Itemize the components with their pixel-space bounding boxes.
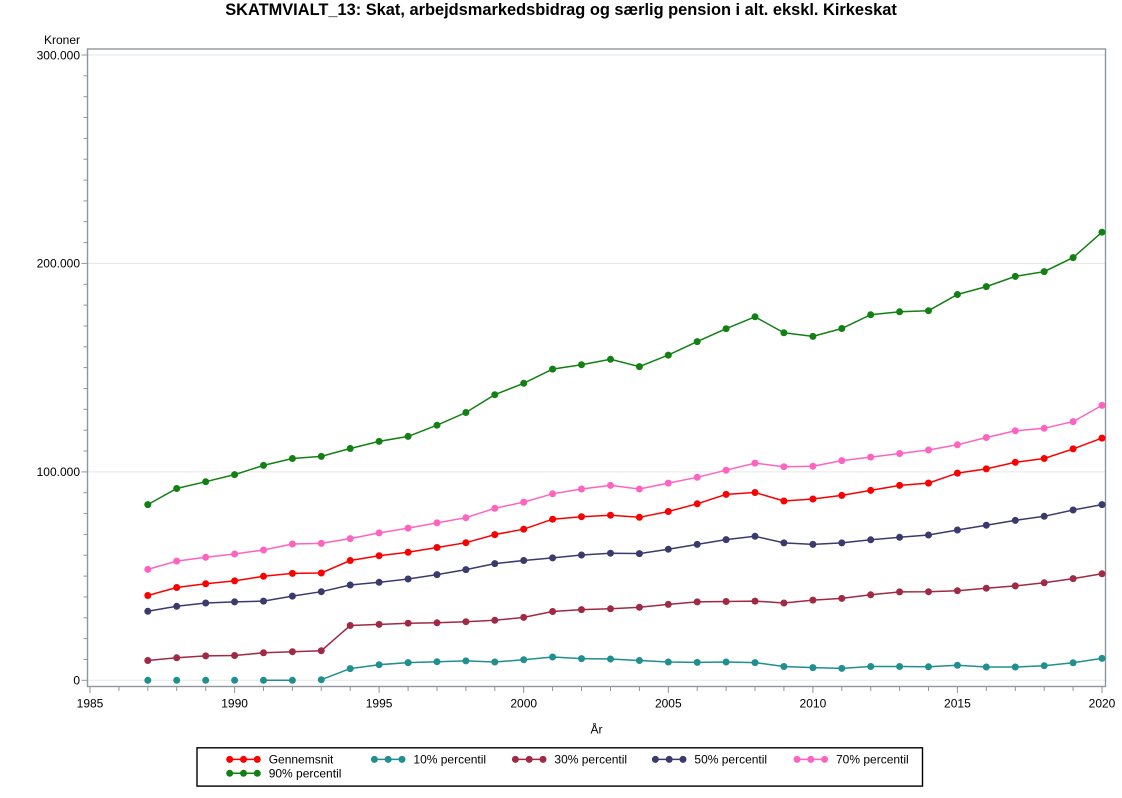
svg-text:SKATMVIALT_13: Skat, arbejdsma: SKATMVIALT_13: Skat, arbejdsmarkedsbidra… (225, 1, 897, 19)
svg-text:Gennemsnit: Gennemsnit (269, 753, 334, 767)
svg-text:1985: 1985 (77, 697, 104, 711)
svg-text:300.000: 300.000 (37, 48, 81, 62)
svg-text:Kroner: Kroner (44, 33, 80, 47)
svg-text:2000: 2000 (510, 697, 537, 711)
svg-text:90% percentil: 90% percentil (269, 767, 342, 781)
svg-text:200.000: 200.000 (37, 257, 81, 271)
svg-text:2015: 2015 (944, 697, 971, 711)
svg-text:2010: 2010 (800, 697, 827, 711)
svg-text:50% percentil: 50% percentil (694, 753, 767, 767)
svg-text:År: År (591, 722, 603, 737)
svg-text:100.000: 100.000 (37, 465, 81, 479)
svg-text:10% percentil: 10% percentil (413, 753, 486, 767)
svg-text:1990: 1990 (221, 697, 248, 711)
svg-text:2005: 2005 (655, 697, 682, 711)
svg-text:1995: 1995 (366, 697, 393, 711)
svg-text:2020: 2020 (1089, 697, 1116, 711)
svg-text:30% percentil: 30% percentil (554, 753, 627, 767)
svg-text:0: 0 (73, 674, 80, 688)
svg-text:70% percentil: 70% percentil (836, 753, 909, 767)
